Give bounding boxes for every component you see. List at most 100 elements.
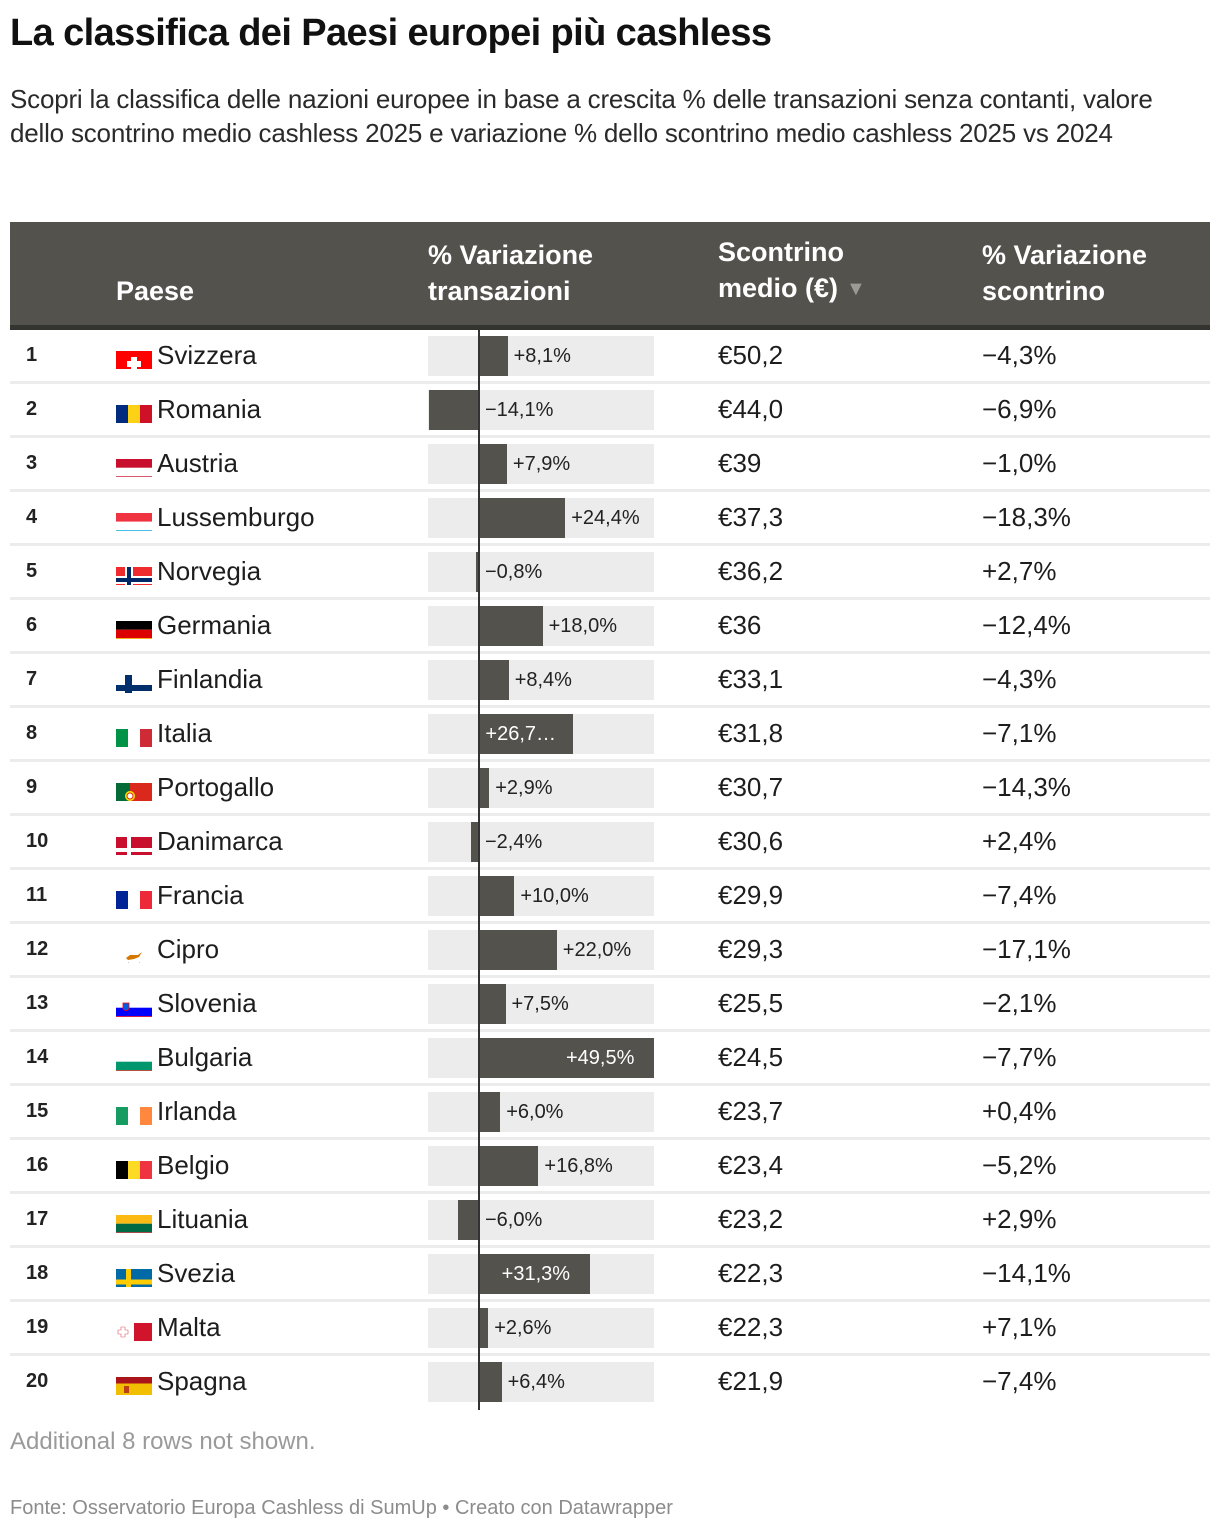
transactions-value: +31,3% xyxy=(501,1263,571,1285)
receipt-variation-value: −7,1% xyxy=(982,718,1057,748)
transactions-bar-track: +7,9% xyxy=(428,444,654,484)
header-transactions-variation[interactable]: % Variazione transazioni xyxy=(428,237,593,309)
table-row: 7 Finlandia +8,4% €33,1 −4,3% xyxy=(10,654,1210,708)
table-row: 13 Slovenia +7,5% €25,5 −2,1% xyxy=(10,978,1210,1032)
header-receipt-line1: Scontrino xyxy=(718,237,844,267)
average-receipt-value: €50,2 xyxy=(718,340,784,370)
rank-number: 14 xyxy=(26,1046,49,1068)
transactions-bar xyxy=(479,1362,502,1402)
country-cell: Lussemburgo xyxy=(116,492,315,543)
rank-number: 9 xyxy=(26,776,38,798)
country-cell: Malta xyxy=(116,1302,221,1353)
country-cell: Finlandia xyxy=(116,654,263,705)
table-row: 9 Portogallo +2,9% €30,7 −14,3% xyxy=(10,762,1210,816)
rank-number: 15 xyxy=(26,1100,49,1122)
header-average-receipt[interactable]: Scontrino medio (€) ▼ xyxy=(718,234,866,309)
flag-at-icon xyxy=(116,451,152,477)
flag-be-icon xyxy=(116,1153,152,1179)
transactions-bar xyxy=(479,1254,590,1294)
transactions-value: −6,0% xyxy=(485,1209,543,1231)
rows-hidden-note[interactable]: Additional 8 rows not shown. xyxy=(10,1428,316,1455)
transactions-value: +6,4% xyxy=(507,1371,565,1393)
transactions-bar-track: +6,4% xyxy=(428,1362,654,1402)
country-name: Romania xyxy=(157,394,262,424)
average-receipt-value: €29,3 xyxy=(718,934,784,964)
country-cell: Spagna xyxy=(116,1356,247,1407)
sort-descending-icon[interactable]: ▼ xyxy=(846,278,866,300)
country-cell: Belgio xyxy=(116,1140,229,1191)
transactions-value: +22,0% xyxy=(562,939,632,961)
transactions-bar xyxy=(479,1092,501,1132)
flag-si-icon xyxy=(116,991,152,1017)
average-receipt-value: €23,2 xyxy=(718,1204,784,1234)
transactions-bar xyxy=(479,984,506,1024)
flag-dk-icon xyxy=(116,829,152,855)
country-name: Lituania xyxy=(157,1204,249,1234)
flag-fr-icon xyxy=(116,883,152,909)
transactions-bar-track: −0,8% xyxy=(428,552,654,592)
table-row: 10 Danimarca −2,4% €30,6 +2,4% xyxy=(10,816,1210,870)
flag-es-icon xyxy=(116,1369,152,1395)
flag-pt-icon xyxy=(116,775,152,801)
country-name: Germania xyxy=(157,610,272,640)
average-receipt-value: €22,3 xyxy=(718,1312,784,1342)
transactions-value: +8,1% xyxy=(513,345,571,367)
transactions-bar xyxy=(476,552,479,592)
receipt-variation-value: −7,7% xyxy=(982,1042,1057,1072)
transactions-value: −0,8% xyxy=(485,561,543,583)
country-name: Portogallo xyxy=(157,772,275,802)
table-row: 17 Lituania −6,0% €23,2 +2,9% xyxy=(10,1194,1210,1248)
country-cell: Lituania xyxy=(116,1194,248,1245)
header-country[interactable]: Paese xyxy=(116,276,195,306)
receipt-variation-value: +0,4% xyxy=(982,1096,1057,1126)
transactions-bar-track: +24,4% xyxy=(428,498,654,538)
zero-axis-line xyxy=(478,330,480,1410)
flag-ch-icon xyxy=(116,343,152,369)
table-row: 6 Germania +18,0% €36 −12,4% xyxy=(10,600,1210,654)
table-row: 11 Francia +10,0% €29,9 −7,4% xyxy=(10,870,1210,924)
flag-de-icon xyxy=(116,613,152,639)
country-cell: Slovenia xyxy=(116,978,257,1029)
country-name: Francia xyxy=(157,880,244,910)
chart-title: La classifica dei Paesi europei più cash… xyxy=(10,12,772,54)
table-row: 3 Austria +7,9% €39 −1,0% xyxy=(10,438,1210,492)
average-receipt-value: €23,7 xyxy=(718,1096,784,1126)
header-receipt-variation[interactable]: % Variazione scontrino xyxy=(982,237,1147,309)
transactions-bar xyxy=(479,1308,489,1348)
receipt-variation-value: −14,1% xyxy=(982,1258,1071,1288)
average-receipt-value: €39 xyxy=(718,448,762,478)
transactions-value: +24,4% xyxy=(571,507,640,529)
country-name: Malta xyxy=(157,1312,221,1342)
rank-number: 5 xyxy=(26,560,38,582)
rank-number: 10 xyxy=(26,830,49,852)
rank-number: 6 xyxy=(26,614,38,636)
country-cell: Svezia xyxy=(116,1248,235,1299)
transactions-bar xyxy=(479,1146,539,1186)
flag-lt-icon xyxy=(116,1207,152,1233)
receipt-variation-value: +2,4% xyxy=(982,826,1057,856)
average-receipt-value: €29,9 xyxy=(718,880,784,910)
transactions-bar xyxy=(479,714,574,754)
transactions-bar xyxy=(479,1038,654,1078)
header-receipt-var-line2: scontrino xyxy=(982,276,1106,306)
flag-cy-icon xyxy=(116,937,152,963)
transactions-bar-track: +8,1% xyxy=(428,336,654,376)
transactions-bar-track: +2,9% xyxy=(428,768,654,808)
country-cell: Portogallo xyxy=(116,762,274,813)
ranking-table: Paese % Variazione transazioni Scontrino… xyxy=(10,222,1210,1410)
rank-number: 19 xyxy=(26,1316,49,1338)
transactions-value: +18,0% xyxy=(548,615,618,637)
flag-mt-icon xyxy=(116,1315,152,1341)
average-receipt-value: €30,7 xyxy=(718,772,784,802)
transactions-value: +6,0% xyxy=(506,1101,564,1123)
average-receipt-value: €30,6 xyxy=(718,826,784,856)
country-name: Spagna xyxy=(157,1366,247,1396)
receipt-variation-value: −12,4% xyxy=(982,610,1071,640)
transactions-bar-track: +31,3% xyxy=(428,1254,654,1294)
table-row: 5 Norvegia −0,8% €36,2 +2,7% xyxy=(10,546,1210,600)
transactions-bar-track: +6,0% xyxy=(428,1092,654,1132)
transactions-bar xyxy=(479,660,509,700)
rank-number: 20 xyxy=(26,1370,49,1392)
table-row: 15 Irlanda +6,0% €23,7 +0,4% xyxy=(10,1086,1210,1140)
receipt-variation-value: −7,4% xyxy=(982,1366,1057,1396)
